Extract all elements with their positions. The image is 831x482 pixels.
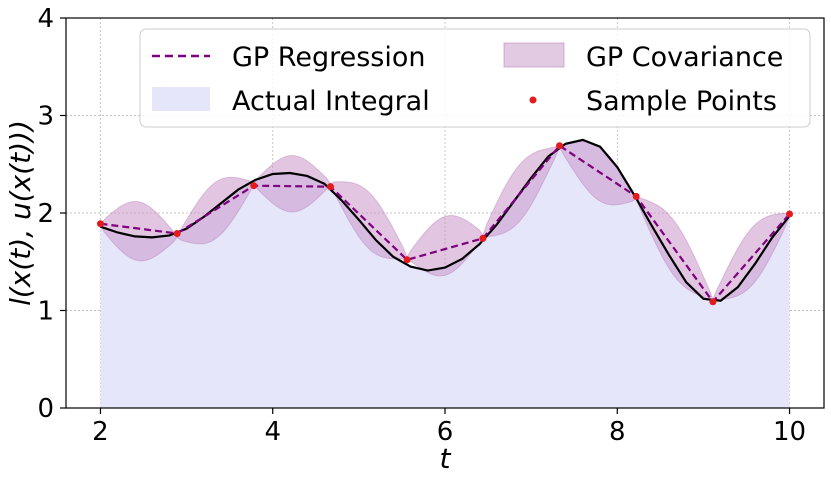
- sample-point: [632, 192, 640, 200]
- y-tick-label: 2: [37, 199, 54, 229]
- sample-point: [326, 183, 334, 191]
- legend-sample-points-label: Sample Points: [586, 86, 777, 117]
- sample-point: [250, 182, 258, 190]
- sample-point: [403, 256, 411, 264]
- legend-box: [139, 28, 811, 128]
- y-tick-label: 1: [37, 297, 54, 327]
- y-tick-label: 3: [37, 102, 54, 132]
- sample-points-layer: [96, 142, 794, 306]
- legend-actual-integral-label: Actual Integral: [232, 86, 430, 117]
- true-function-curve: [100, 138, 791, 302]
- x-tick-label: 6: [437, 417, 454, 447]
- sample-point: [96, 220, 104, 228]
- true-curve-layer: [100, 138, 791, 302]
- x-tick-label: 2: [92, 417, 109, 447]
- x-tick-label: 10: [773, 417, 806, 447]
- gp-regression-line: [100, 144, 791, 304]
- y-axis-label: l(x(t), u(x(t))): [4, 120, 37, 306]
- sample-point: [173, 229, 181, 237]
- sample-point: [786, 210, 794, 218]
- x-tick-label: 8: [609, 417, 626, 447]
- legend-sample-points-swatch: [529, 96, 537, 104]
- axis-ticks: 2 4 6 8 10 0 1 2 3 4: [37, 4, 806, 447]
- legend: GP Regression GP Covariance Actual Integ…: [139, 28, 811, 128]
- legend-gp-regression-label: GP Regression: [232, 42, 425, 73]
- x-axis-label: t: [440, 442, 452, 475]
- legend-gp-covariance-swatch: [503, 42, 565, 68]
- y-tick-label: 0: [37, 394, 54, 424]
- sample-point: [556, 142, 564, 150]
- sample-point: [479, 234, 487, 242]
- y-tick-label: 4: [37, 4, 54, 34]
- sample-point: [709, 298, 717, 306]
- gp-regression-layer: [100, 144, 791, 304]
- legend-gp-covariance-label: GP Covariance: [586, 42, 783, 73]
- x-tick-label: 4: [264, 417, 281, 447]
- legend-actual-integral-swatch: [152, 87, 210, 111]
